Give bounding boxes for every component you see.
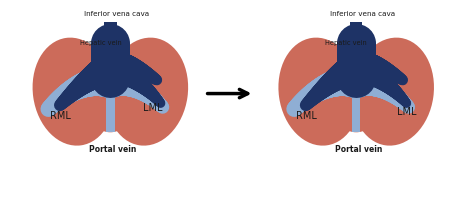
Text: Hepatic vein: Hepatic vein <box>80 40 121 46</box>
Text: Hepatic vein: Hepatic vein <box>326 40 367 46</box>
Text: RML: RML <box>50 110 71 120</box>
Ellipse shape <box>106 39 188 146</box>
Ellipse shape <box>79 40 141 133</box>
Bar <box>350 23 363 44</box>
Ellipse shape <box>278 39 360 146</box>
Text: Portal vein: Portal vein <box>335 145 383 154</box>
Ellipse shape <box>325 40 387 133</box>
Bar <box>104 23 117 44</box>
Text: Portal vein: Portal vein <box>89 145 137 154</box>
Bar <box>352 73 360 133</box>
Text: RML: RML <box>296 110 317 120</box>
Ellipse shape <box>33 39 115 146</box>
Bar <box>104 23 117 44</box>
Bar <box>106 73 115 133</box>
Text: Inferior vena cava: Inferior vena cava <box>84 11 149 17</box>
Text: Inferior vena cava: Inferior vena cava <box>330 11 395 17</box>
Bar <box>350 23 363 44</box>
Text: LML: LML <box>143 103 163 112</box>
Text: LML: LML <box>397 107 416 116</box>
Ellipse shape <box>352 39 434 146</box>
